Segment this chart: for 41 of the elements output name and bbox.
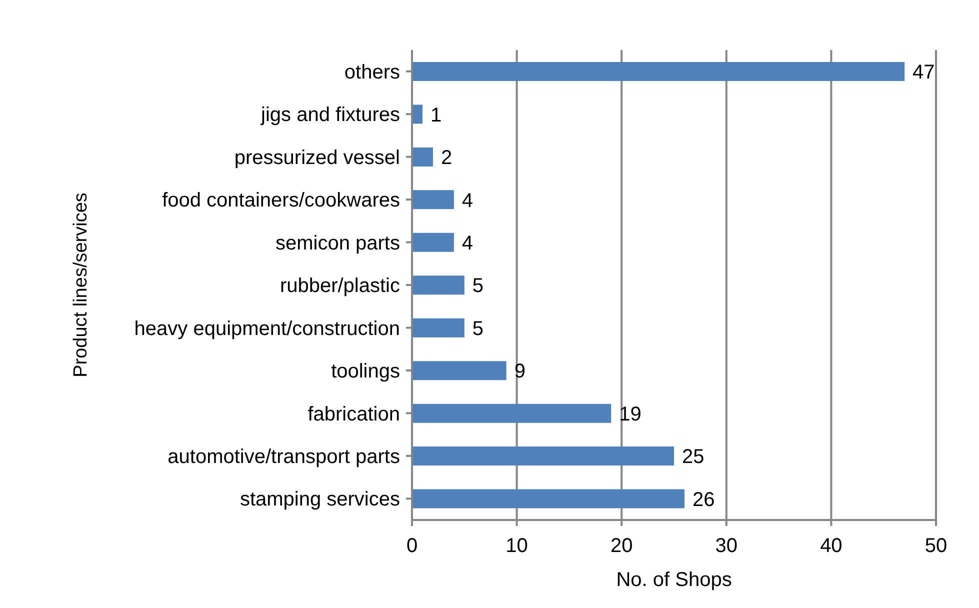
- data-label: 26: [692, 488, 715, 511]
- y-tick-label: semicon parts: [276, 232, 400, 254]
- bar: [412, 62, 905, 81]
- bar: [412, 232, 454, 252]
- data-label: 25: [682, 446, 704, 468]
- bar: [412, 318, 464, 338]
- bar: [412, 404, 612, 423]
- bar: [412, 446, 674, 466]
- data-label: 4: [462, 190, 474, 212]
- x-axis-title: No. of Shops: [616, 569, 732, 591]
- bar: [412, 190, 454, 210]
- x-tick-label: 40: [820, 535, 842, 558]
- y-tick-label: jigs and fixtures: [260, 104, 400, 126]
- y-tick-label: toolings: [331, 360, 400, 383]
- bar: [412, 147, 433, 166]
- data-label: 5: [472, 275, 484, 298]
- x-tick-label: 0: [406, 535, 418, 558]
- data-label: 1: [430, 104, 442, 126]
- data-label: 47: [912, 62, 935, 84]
- y-tick-label: fabrication: [308, 403, 400, 426]
- y-tick-label: rubber/plastic: [280, 275, 400, 298]
- y-tick-label: food containers/cookwares: [162, 190, 400, 212]
- data-label: 19: [619, 403, 642, 426]
- y-axis-title: Product lines/services: [70, 192, 92, 378]
- data-label: 5: [472, 318, 484, 340]
- y-tick-label: heavy equipment/construction: [134, 318, 400, 340]
- data-label: 9: [514, 360, 526, 383]
- bar: [412, 489, 684, 508]
- y-tick-label: automotive/transport parts: [168, 446, 400, 468]
- bar: [412, 104, 422, 124]
- x-tick-label: 50: [924, 535, 948, 558]
- y-tick-label: pressurized vessel: [234, 146, 400, 169]
- data-label: 2: [440, 147, 452, 170]
- y-tick-label: stamping services: [240, 488, 400, 511]
- bar: [412, 361, 506, 380]
- x-tick-label: 30: [715, 535, 738, 558]
- data-label: 4: [462, 232, 474, 255]
- bar: [412, 276, 464, 295]
- x-tick-label: 10: [506, 535, 528, 558]
- y-tick-label: others: [344, 61, 400, 84]
- x-tick-label: 20: [610, 535, 633, 558]
